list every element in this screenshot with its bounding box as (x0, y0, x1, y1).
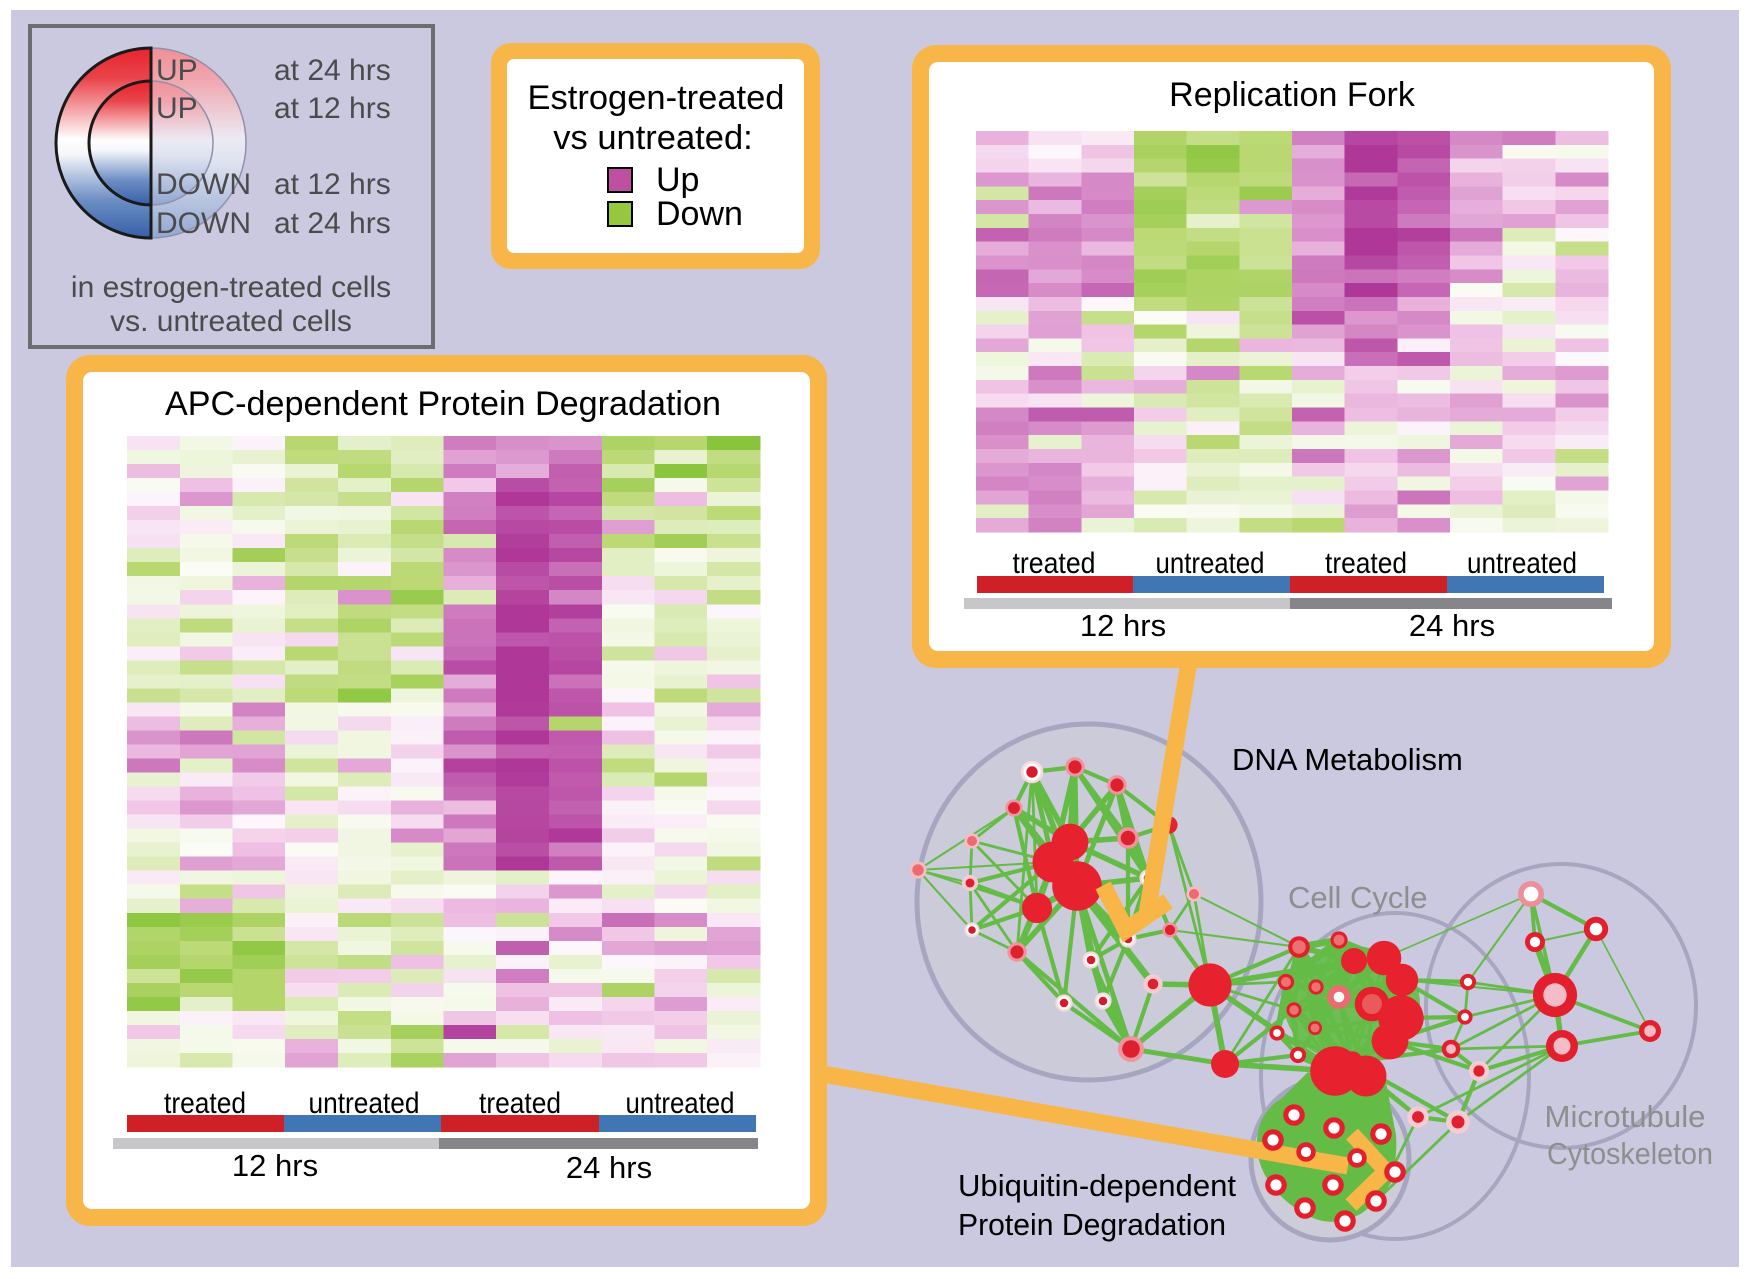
svg-text:12 hrs: 12 hrs (1080, 608, 1166, 643)
svg-text:Replication Fork: Replication Fork (1169, 76, 1416, 114)
svg-text:untreated: untreated (1467, 547, 1577, 580)
svg-text:in estrogen-treated cells: in estrogen-treated cells (71, 271, 391, 304)
svg-text:vs. untreated cells: vs. untreated cells (110, 305, 352, 338)
svg-text:UP: UP (156, 92, 198, 125)
svg-text:Cytoskeleton: Cytoskeleton (1547, 1136, 1713, 1171)
svg-text:at 24 hrs: at 24 hrs (274, 54, 391, 87)
svg-text:DOWN: DOWN (156, 207, 251, 240)
svg-text:Up: Up (656, 161, 699, 199)
svg-text:vs untreated:: vs untreated: (553, 119, 752, 157)
svg-text:treated: treated (1013, 547, 1096, 580)
svg-text:UP: UP (156, 54, 198, 87)
svg-text:treated: treated (1325, 547, 1407, 580)
svg-text:untreated: untreated (309, 1087, 420, 1120)
svg-text:treated: treated (479, 1087, 561, 1120)
svg-text:Down: Down (656, 195, 743, 233)
svg-text:at 24 hrs: at 24 hrs (274, 207, 391, 240)
svg-text:DNA Metabolism: DNA Metabolism (1232, 742, 1463, 777)
svg-text:untreated: untreated (626, 1087, 735, 1120)
svg-text:24 hrs: 24 hrs (1409, 608, 1495, 643)
svg-text:APC-dependent Protein Degradat: APC-dependent Protein Degradation (165, 385, 721, 423)
svg-text:at 12 hrs: at 12 hrs (274, 168, 391, 201)
svg-text:12 hrs: 12 hrs (232, 1148, 318, 1183)
svg-text:at 12 hrs: at 12 hrs (274, 92, 391, 125)
svg-text:24 hrs: 24 hrs (566, 1150, 652, 1185)
svg-text:Protein Degradation: Protein Degradation (958, 1207, 1226, 1242)
svg-text:Ubiquitin-dependent: Ubiquitin-dependent (958, 1168, 1236, 1203)
svg-text:Estrogen-treated: Estrogen-treated (528, 79, 785, 117)
svg-text:treated: treated (164, 1087, 246, 1120)
svg-text:untreated: untreated (1156, 547, 1265, 580)
svg-text:DOWN: DOWN (156, 168, 251, 201)
svg-text:Cell Cycle: Cell Cycle (1288, 880, 1428, 915)
svg-text:Microtubule: Microtubule (1545, 1099, 1706, 1134)
